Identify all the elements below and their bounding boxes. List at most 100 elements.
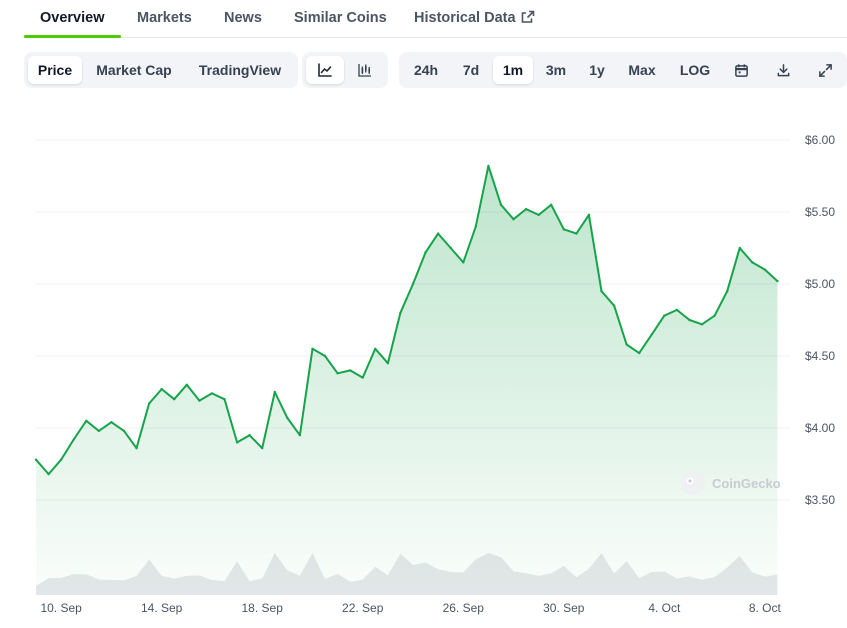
price-point xyxy=(185,383,188,386)
price-point xyxy=(348,369,352,372)
price-point xyxy=(512,218,515,221)
y-tick-label: $6.00 xyxy=(805,133,835,147)
price-point xyxy=(424,251,427,254)
price-point xyxy=(713,314,716,317)
range-3m-button[interactable]: 3m xyxy=(545,62,567,78)
price-point xyxy=(487,164,490,168)
price-point xyxy=(298,434,302,437)
price-point xyxy=(235,441,239,444)
price-point xyxy=(411,282,415,286)
tab-similar-coins[interactable]: Similar Coins xyxy=(294,10,387,26)
price-point xyxy=(361,376,364,379)
x-tick-label: 10. Sep xyxy=(40,601,82,615)
price-point xyxy=(449,246,452,250)
price-line xyxy=(35,164,779,476)
y-tick-label: $4.00 xyxy=(805,421,835,435)
x-axis-labels: 10. Sep 14. Sep 18. Sep 22. Sep 26. Sep 30. S… xyxy=(40,601,781,615)
line-chart-button[interactable] xyxy=(306,56,344,84)
y-tick-label: $4.50 xyxy=(805,349,835,363)
candlestick-chart-button[interactable] xyxy=(346,56,384,84)
price-point xyxy=(751,261,754,264)
external-link-icon xyxy=(521,10,535,28)
x-tick-label: 4. Oct xyxy=(648,601,681,615)
x-tick-label: 30. Sep xyxy=(543,601,585,615)
price-point xyxy=(436,232,440,235)
calendar-icon xyxy=(734,63,749,78)
price-point xyxy=(776,279,779,283)
y-axis-labels: $6.00 $5.50 $5.00 $4.50 $4.00 $3.50 xyxy=(805,133,835,507)
range-1y-button[interactable]: 1y xyxy=(589,62,605,78)
tab-markets[interactable]: Markets xyxy=(137,10,192,26)
price-view-button[interactable]: Price xyxy=(28,56,82,84)
price-point xyxy=(625,343,628,346)
price-point xyxy=(261,446,264,450)
price-point xyxy=(700,323,704,326)
price-point xyxy=(499,203,503,206)
price-point xyxy=(550,203,553,206)
price-point xyxy=(562,228,565,231)
price-point xyxy=(173,398,176,401)
price-point xyxy=(575,232,578,235)
range-24h-button[interactable]: 24h xyxy=(413,62,439,78)
tab-historical-data[interactable]: Historical Data xyxy=(414,10,535,28)
price-point xyxy=(763,268,767,271)
log-scale-button[interactable]: LOG xyxy=(679,62,711,78)
price-point xyxy=(399,311,402,314)
tab-overview[interactable]: Overview xyxy=(40,10,105,26)
price-point xyxy=(286,416,289,420)
price-point xyxy=(198,399,201,402)
market-cap-view-button[interactable]: Market Cap xyxy=(96,62,172,78)
price-point xyxy=(248,434,251,437)
price-point xyxy=(210,392,214,395)
price-point xyxy=(663,314,666,317)
tradingview-button[interactable]: TradingView xyxy=(198,62,282,78)
price-point xyxy=(336,372,339,375)
price-point xyxy=(688,318,691,322)
calendar-button[interactable] xyxy=(725,56,757,84)
price-point xyxy=(97,429,101,433)
chart-type-toggle xyxy=(302,52,388,88)
price-point xyxy=(85,419,88,422)
range-1m-button[interactable]: 1m xyxy=(493,56,533,84)
range-max-button[interactable]: Max xyxy=(628,62,656,78)
watermark-label: CoinGecko xyxy=(712,476,781,491)
price-point xyxy=(311,347,314,350)
price-point xyxy=(612,304,616,307)
price-point xyxy=(34,458,38,461)
x-tick-label: 18. Sep xyxy=(242,601,284,615)
price-point xyxy=(725,290,729,293)
price-point xyxy=(223,398,226,401)
range-7d-button[interactable]: 7d xyxy=(462,62,480,78)
price-point xyxy=(524,207,528,211)
price-point xyxy=(323,354,327,358)
price-point xyxy=(147,402,151,405)
coingecko-watermark: CoinGecko xyxy=(681,471,781,495)
price-point xyxy=(59,458,63,461)
y-tick-label: $3.50 xyxy=(805,493,835,507)
download-button[interactable] xyxy=(767,56,799,84)
price-point xyxy=(600,290,603,293)
fullscreen-button[interactable] xyxy=(809,56,841,84)
price-point xyxy=(374,347,377,350)
price-point xyxy=(738,246,741,250)
tab-news[interactable]: News xyxy=(224,10,262,26)
price-area-fill xyxy=(36,165,778,595)
active-tab-indicator xyxy=(24,35,121,38)
price-point xyxy=(72,438,75,441)
fullscreen-icon xyxy=(818,63,833,78)
x-tick-label: 14. Sep xyxy=(141,601,183,615)
price-chart[interactable]: $6.00 $5.50 $5.00 $4.50 $4.00 $3.50 10. Sep 14… xyxy=(0,100,847,628)
price-point xyxy=(474,225,478,228)
price-point xyxy=(462,261,465,264)
price-point xyxy=(47,472,50,476)
price-point xyxy=(273,390,276,394)
price-point xyxy=(587,213,591,217)
x-tick-label: 22. Sep xyxy=(342,601,384,615)
download-icon xyxy=(776,63,791,78)
x-tick-label: 26. Sep xyxy=(443,601,485,615)
price-point xyxy=(675,308,679,312)
price-point xyxy=(638,351,641,355)
price-point xyxy=(122,429,126,433)
price-point xyxy=(135,446,138,450)
chart-view-toggle: Price Market Cap TradingView xyxy=(24,52,298,88)
